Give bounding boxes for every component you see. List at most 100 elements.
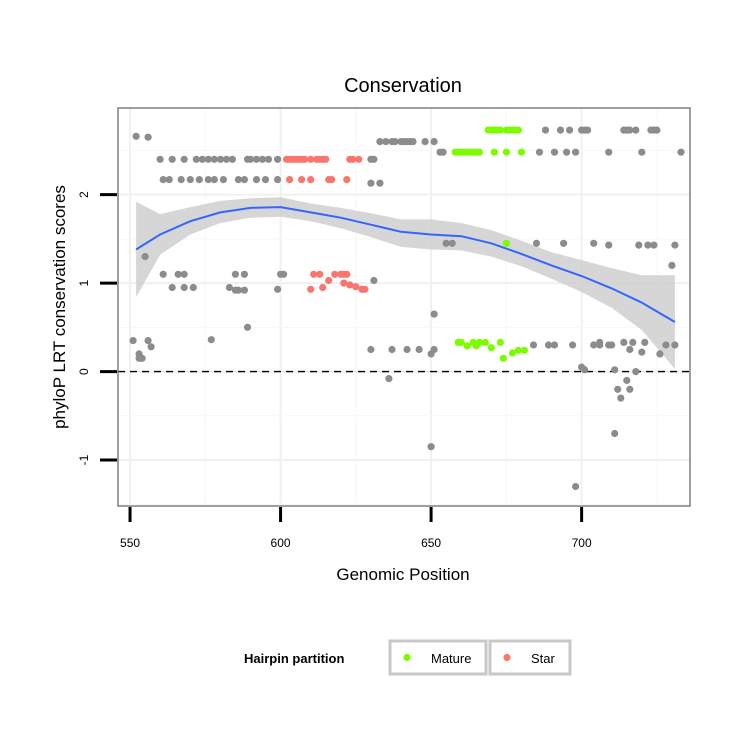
point-star [331, 270, 339, 278]
legend: Hairpin partition Mature Star [244, 639, 572, 676]
point-other [219, 176, 227, 184]
point-other [180, 155, 188, 163]
point-other [180, 283, 188, 292]
point-other [541, 126, 550, 134]
point-star [349, 155, 357, 163]
point-other [231, 270, 239, 278]
point-star [340, 279, 348, 287]
point-star [301, 155, 309, 163]
x-tick-label: 550 [120, 536, 140, 550]
point-other [448, 239, 456, 247]
point-other [632, 126, 640, 134]
y-tick-label: -1 [77, 454, 91, 465]
point-other [430, 310, 438, 318]
point-other [572, 482, 580, 491]
point-other [623, 376, 631, 384]
smooth-trend-line [135, 206, 676, 323]
point-other [144, 337, 152, 345]
point-other [644, 241, 652, 249]
point-other [590, 341, 598, 349]
point-other [605, 241, 613, 249]
point-other [376, 138, 384, 146]
point-other [159, 270, 167, 278]
point-other [569, 341, 577, 349]
point-other [650, 241, 658, 249]
point-other [207, 336, 215, 344]
point-mature [475, 148, 483, 156]
legend-key-star-box [488, 639, 572, 676]
point-other [653, 126, 661, 134]
plot-panel [117, 107, 691, 507]
point-other [192, 155, 200, 163]
point-other [180, 270, 188, 278]
point-other [427, 443, 435, 451]
point-other [198, 155, 206, 163]
point-other [638, 148, 646, 156]
point-other [535, 148, 544, 156]
point-other [252, 155, 261, 163]
point-star [343, 270, 351, 278]
point-mature [508, 349, 516, 357]
point-mature [520, 346, 529, 354]
point-other [677, 148, 685, 156]
point-other [620, 338, 628, 346]
point-other [135, 354, 143, 362]
point-other [596, 341, 604, 349]
point-other [210, 155, 218, 163]
point-other [668, 261, 676, 269]
point-other [382, 138, 390, 146]
point-other [165, 176, 173, 184]
point-other [421, 138, 429, 146]
point-mature [496, 338, 504, 346]
point-mature [487, 344, 495, 352]
point-mature [499, 354, 507, 362]
point-other [415, 345, 423, 354]
point-other [370, 276, 378, 285]
x-axis: 550 600 650 700 [120, 507, 592, 550]
point-mature [502, 148, 510, 156]
point-other [671, 241, 679, 249]
point-star [310, 270, 318, 278]
point-other [578, 363, 586, 371]
point-mature [517, 148, 526, 156]
point-other [264, 155, 273, 163]
point-other [638, 348, 646, 356]
point-other [566, 126, 574, 134]
point-star [286, 176, 294, 184]
point-other [243, 323, 252, 331]
point-other [662, 341, 670, 349]
point-other [626, 385, 634, 393]
point-other [376, 179, 384, 187]
point-other [168, 155, 176, 163]
point-other [195, 176, 203, 184]
point-other [261, 176, 270, 184]
point-other [274, 176, 282, 184]
point-other [617, 394, 625, 402]
point-mature [463, 342, 471, 350]
point-other [258, 155, 267, 163]
point-other [274, 155, 282, 163]
point-other [427, 350, 435, 358]
point-other [132, 132, 140, 140]
point-star [316, 270, 324, 278]
point-other [274, 285, 282, 293]
point-mature [457, 338, 465, 346]
x-tick-label: 700 [572, 536, 592, 550]
point-other [388, 345, 396, 354]
point-other [385, 375, 393, 383]
chart-title: Conservation [344, 75, 462, 97]
point-other [550, 148, 559, 156]
point-other [234, 176, 242, 184]
point-other [430, 138, 438, 146]
point-star [352, 283, 360, 291]
point-other [635, 241, 643, 249]
point-other [141, 253, 149, 261]
point-other [225, 283, 233, 292]
point-mature [514, 346, 523, 354]
point-other [186, 176, 194, 184]
point-other [611, 366, 619, 374]
point-other [563, 148, 571, 156]
point-other [370, 155, 378, 163]
grid-lines [118, 108, 690, 506]
